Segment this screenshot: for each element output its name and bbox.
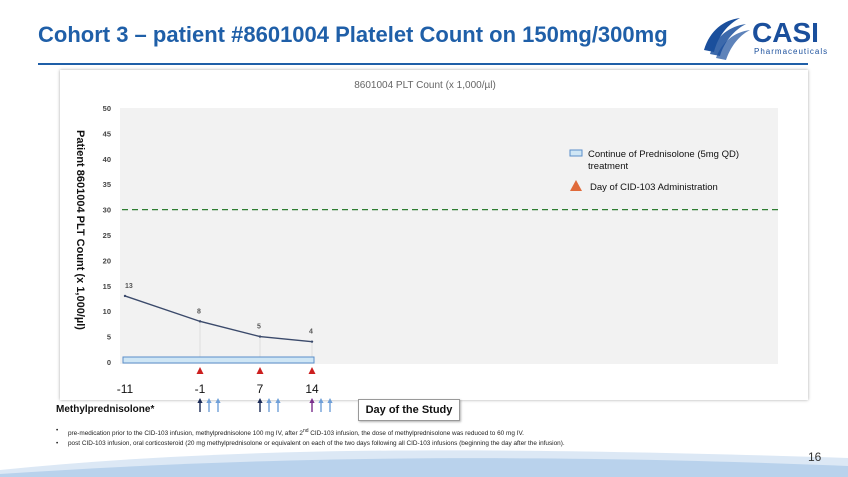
series-line (124, 295, 313, 343)
up-arrow-head-icon (327, 398, 333, 403)
legend-item-prednisolone: Continue of Prednisolone (5mg QD) treatm… (588, 149, 742, 172)
slide-title: Cohort 3 – patient #8601004 Platelet Cou… (38, 22, 668, 47)
y-tick-label: 20 (103, 256, 111, 265)
logo-name: CASI (752, 17, 819, 48)
footnote-1-text: pre-medication prior to the CID-103 infu… (68, 428, 524, 438)
y-tick-label: 35 (103, 180, 111, 189)
y-tick-label: 15 (103, 282, 111, 291)
methylprednisolone-label: Methylprednisolone* (56, 404, 155, 415)
up-arrow-head-icon (197, 398, 203, 403)
cid103-triangle-icon (308, 367, 316, 374)
cid103-markers (196, 367, 316, 374)
data-label: 13 (125, 283, 133, 290)
y-tick-label: 5 (107, 333, 111, 342)
footnote-2: • post CID-103 infusion, oral corticoster… (56, 440, 565, 448)
footnote-1: • pre-medication prior to the CID-103 inf… (56, 427, 524, 438)
y-tick-label: 25 (103, 231, 111, 240)
up-arrow-head-icon (275, 398, 281, 403)
x-tick-label: 14 (305, 382, 319, 396)
y-axis-label: Patient 8601004 PLT Count (x 1,000/µl) (74, 130, 86, 330)
methylprednisolone-arrows (197, 398, 333, 412)
y-tick-label: 50 (103, 104, 111, 113)
y-tick-label: 30 (103, 206, 111, 215)
x-axis-ticks: -11 -1 7 14 (117, 382, 319, 396)
legend-item-cid103: Day of CID-103 Administration (590, 182, 718, 193)
logo-subtitle: Pharmaceuticals (754, 47, 828, 56)
footer-wave (0, 450, 848, 477)
y-axis-ticks: 0 5 10 15 20 25 30 35 40 45 50 (103, 104, 111, 367)
y-tick-label: 10 (103, 307, 111, 316)
up-arrow-head-icon (318, 398, 324, 403)
casi-logo: CASI Pharmaceuticals (704, 17, 828, 60)
y-tick-label: 45 (103, 129, 111, 138)
data-point (123, 294, 127, 298)
data-point (258, 335, 262, 338)
title-rule (38, 63, 808, 65)
logo-swoosh-icon (704, 18, 750, 60)
cid103-triangle-icon (256, 367, 264, 374)
data-point (310, 340, 314, 343)
day-of-study-label: Day of the Study (358, 399, 460, 421)
chart-legend: Continue of Prednisolone (5mg QD) treatm… (569, 149, 742, 193)
data-label: 8 (197, 308, 201, 315)
footnotes: • pre-medication prior to the CID-103 inf… (56, 426, 796, 449)
page-number: 16 (808, 450, 822, 464)
cid103-triangle-icon (196, 367, 204, 374)
x-tick-label: 7 (257, 382, 264, 396)
legend-triangle-icon (570, 180, 582, 191)
up-arrow-head-icon (309, 398, 315, 403)
x-tick-label: -1 (195, 382, 206, 396)
up-arrow-head-icon (257, 398, 263, 403)
legend-band-swatch (569, 149, 583, 157)
chart-title: 8601004 PLT Count (x 1,000/µl) (354, 80, 496, 91)
plt-series: 13 8 5 4 (123, 283, 314, 362)
y-tick-label: 40 (103, 155, 111, 164)
up-arrow-head-icon (215, 398, 221, 403)
prednisolone-band (122, 356, 315, 364)
up-arrow-head-icon (266, 398, 272, 403)
data-point (198, 320, 202, 323)
data-label: 5 (257, 324, 261, 331)
up-arrow-head-icon (206, 398, 212, 403)
plot-area (120, 108, 778, 364)
footnote-2-text: post CID-103 infusion, oral corticostero… (68, 440, 565, 448)
data-label: 4 (309, 329, 313, 336)
x-tick-label: -11 (117, 382, 134, 396)
y-tick-label: 0 (107, 358, 111, 367)
